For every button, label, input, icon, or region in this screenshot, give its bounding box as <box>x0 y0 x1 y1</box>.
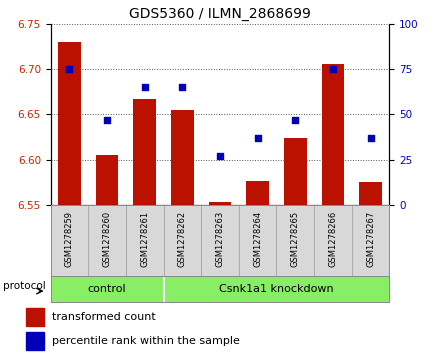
Point <box>367 135 374 141</box>
Text: transformed count: transformed count <box>52 313 156 322</box>
Text: GSM1278266: GSM1278266 <box>328 211 337 267</box>
Text: GSM1278260: GSM1278260 <box>103 211 112 267</box>
Bar <box>359 182 382 205</box>
Point <box>292 117 299 123</box>
Point <box>216 153 224 159</box>
Bar <box>246 181 269 205</box>
Bar <box>133 99 156 205</box>
Point <box>254 135 261 141</box>
Point <box>141 84 148 90</box>
Bar <box>171 110 194 205</box>
Bar <box>26 309 44 326</box>
Text: percentile rank within the sample: percentile rank within the sample <box>52 336 240 346</box>
Point <box>179 84 186 90</box>
Text: control: control <box>88 284 126 294</box>
Bar <box>96 155 118 205</box>
Text: GSM1278267: GSM1278267 <box>366 211 375 267</box>
Text: Csnk1a1 knockdown: Csnk1a1 knockdown <box>219 284 334 294</box>
Text: GSM1278265: GSM1278265 <box>291 211 300 267</box>
Text: GSM1278263: GSM1278263 <box>216 211 224 267</box>
Bar <box>26 332 44 350</box>
Bar <box>209 203 231 205</box>
Title: GDS5360 / ILMN_2868699: GDS5360 / ILMN_2868699 <box>129 7 311 21</box>
Text: GSM1278262: GSM1278262 <box>178 211 187 267</box>
Text: GSM1278259: GSM1278259 <box>65 211 74 267</box>
Text: GSM1278261: GSM1278261 <box>140 211 149 267</box>
Point <box>66 66 73 72</box>
Bar <box>284 138 307 205</box>
Bar <box>58 42 81 205</box>
Bar <box>322 64 344 205</box>
Text: protocol: protocol <box>3 281 45 291</box>
Point <box>103 117 110 123</box>
Point <box>330 66 337 72</box>
Text: GSM1278264: GSM1278264 <box>253 211 262 267</box>
